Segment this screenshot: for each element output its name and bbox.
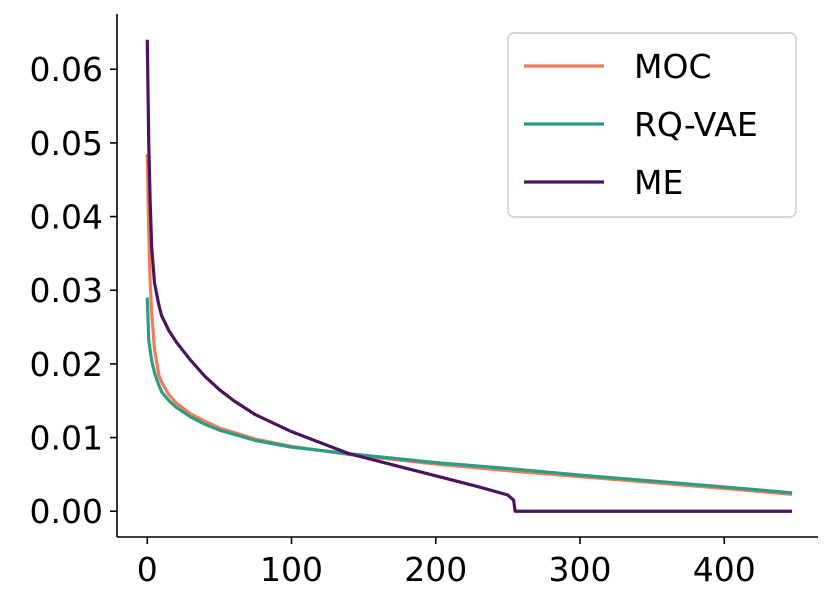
series-line-2 bbox=[145, 39, 793, 513]
x-tick-label: 300 bbox=[549, 550, 612, 589]
y-tick-label: 0.00 bbox=[30, 492, 103, 531]
x-tick-label: 400 bbox=[693, 550, 756, 589]
y-tick-label: 0.06 bbox=[30, 50, 103, 89]
x-tick-label: 100 bbox=[260, 550, 323, 589]
series-line-0 bbox=[145, 153, 793, 496]
y-tick-label: 0.02 bbox=[30, 345, 103, 384]
axes: 0 100 200 300 400 0.00 0.01 0.02 0.03 0.04 0.05 0.0… bbox=[30, 14, 818, 589]
y-tick-label: 0.05 bbox=[30, 124, 103, 163]
legend-box bbox=[507, 32, 797, 218]
legend: MOC RQ-VAE ME bbox=[507, 32, 797, 218]
y-tick-label: 0.03 bbox=[30, 271, 103, 310]
series-line-1 bbox=[145, 297, 793, 495]
x-tick-label: 200 bbox=[404, 550, 467, 589]
plot-area bbox=[145, 39, 793, 513]
y-tick-label: 0.01 bbox=[30, 419, 103, 458]
legend-label-1: RQ-VAE bbox=[634, 105, 758, 144]
legend-label-2: ME bbox=[634, 163, 683, 202]
legend-label-0: MOC bbox=[634, 47, 712, 86]
y-tick-label: 0.04 bbox=[30, 198, 103, 237]
x-tick-label: 0 bbox=[137, 550, 158, 589]
